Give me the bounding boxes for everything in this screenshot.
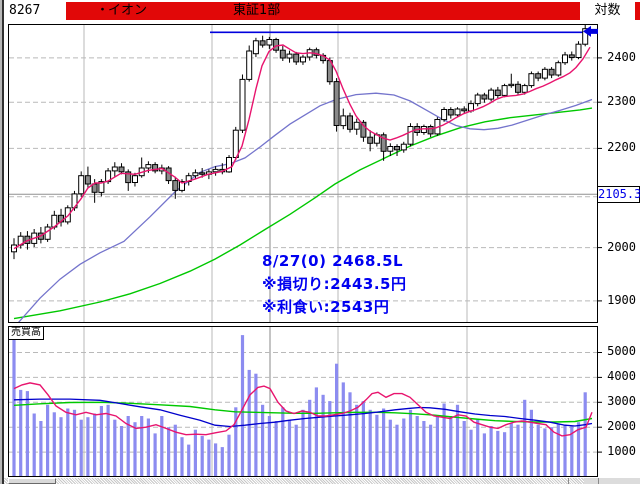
stock-code: 8267 — [4, 2, 66, 20]
price-axis-label: 1900 — [607, 293, 636, 307]
horizontal-scrollbar-track[interactable] — [4, 478, 584, 484]
price-axis-label: 2400 — [607, 50, 636, 64]
volume-axis-label: 4000 — [607, 369, 636, 383]
volume-axis-label: 2000 — [607, 419, 636, 433]
horizontal-scrollbar-end — [584, 478, 640, 484]
bullet-icon: ・ — [96, 3, 110, 18]
trade-signal-annotation: 8/27(0) 2468.5L ※損切り:2443.5円 ※利食い:2543円 — [262, 250, 406, 319]
volume-axis-label: 1000 — [607, 444, 636, 458]
signal-takeprofit-line: ※利食い:2543円 — [262, 298, 390, 316]
log-scale-button[interactable]: 対数 — [580, 2, 635, 20]
price-chart — [8, 24, 602, 323]
volume-chart — [8, 326, 602, 477]
signal-stoploss-line: ※損切り:2443.5円 — [262, 275, 407, 293]
price-axis-label: 2200 — [607, 140, 636, 154]
market-section-label: 東証1部 — [233, 3, 281, 18]
volume-axis-label: 5000 — [607, 344, 636, 358]
window-left-edge — [0, 0, 2, 484]
current-price-badge: 2105.3 — [597, 186, 640, 203]
price-axis-label: 2300 — [607, 94, 636, 108]
signal-entry-line: 8/27(0) 2468.5L — [262, 252, 404, 270]
scrollbar-notch — [598, 478, 599, 484]
volume-axis-label: 3000 — [607, 394, 636, 408]
title-bar: 8267 ・ イオン 東証1部 対数 — [4, 2, 640, 20]
horizontal-scrollbar-thumb[interactable] — [8, 478, 56, 484]
volume-panel-title: 売買高 — [8, 326, 44, 340]
price-axis-label: 2000 — [607, 240, 636, 254]
window-left-border — [2, 0, 4, 484]
scrollbar-notch — [568, 478, 569, 484]
stock-name: イオン — [108, 3, 148, 18]
